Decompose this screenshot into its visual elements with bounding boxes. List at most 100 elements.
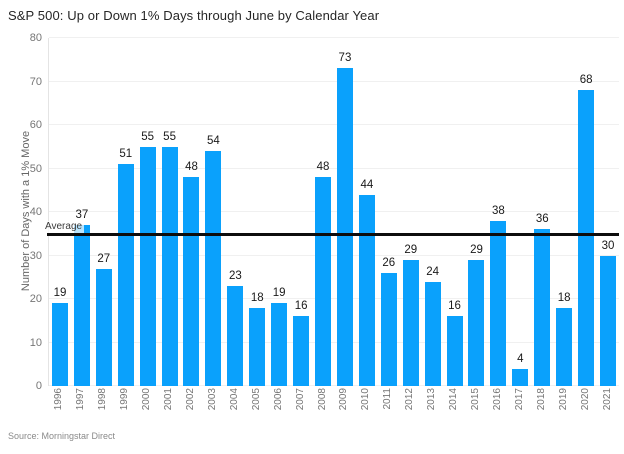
bar-2021 bbox=[600, 255, 616, 386]
bar-slot-2002: 48 bbox=[181, 38, 203, 386]
average-line-label: Average bbox=[43, 220, 85, 233]
bar-value-label-1997: 37 bbox=[75, 209, 89, 222]
y-tick-label-20: 20 bbox=[29, 293, 42, 305]
chart-title: S&P 500: Up or Down 1% Days through June… bbox=[8, 8, 380, 23]
y-axis-tick-labels: 0 10 20 30 40 50 60 70 80 bbox=[0, 32, 42, 392]
y-tick-label-70: 70 bbox=[29, 75, 42, 88]
x-tick-label-2017: 2017 bbox=[513, 388, 525, 411]
bar-2004 bbox=[227, 285, 244, 386]
bar-2016 bbox=[490, 220, 507, 386]
x-tick-slot-2001: 2001 bbox=[158, 388, 180, 428]
y-tick-label-10: 10 bbox=[29, 336, 42, 349]
x-tick-label-1999: 1999 bbox=[119, 388, 131, 411]
x-tick-slot-2008: 2008 bbox=[311, 388, 333, 428]
x-tick-label-2018: 2018 bbox=[535, 388, 547, 411]
bar-2007 bbox=[293, 316, 310, 386]
bar-slot-2013: 24 bbox=[422, 38, 444, 386]
bar-slot-2000: 55 bbox=[137, 38, 159, 386]
x-tick-label-2008: 2008 bbox=[316, 388, 328, 411]
bar-value-label-2008: 48 bbox=[316, 161, 330, 174]
bar-value-label-2003: 54 bbox=[207, 135, 220, 148]
x-tick-slot-2016: 2016 bbox=[486, 388, 508, 428]
x-tick-label-1998: 1998 bbox=[97, 388, 109, 411]
x-tick-slot-2020: 2020 bbox=[574, 388, 596, 428]
bar-value-label-2004: 23 bbox=[228, 269, 242, 282]
bar-value-label-2002: 48 bbox=[185, 161, 198, 174]
x-tick-slot-2014: 2014 bbox=[443, 388, 465, 428]
x-tick-slot-2009: 2009 bbox=[333, 388, 355, 428]
bar-2008 bbox=[315, 177, 332, 386]
source-note: Source: Morningstar Direct bbox=[8, 431, 116, 441]
x-tick-slot-2002: 2002 bbox=[180, 388, 202, 428]
x-tick-label-2005: 2005 bbox=[250, 388, 262, 411]
x-tick-label-2019: 2019 bbox=[557, 388, 569, 411]
x-tick-label-2012: 2012 bbox=[404, 388, 416, 411]
bar-2013 bbox=[424, 281, 441, 386]
bar-value-label-2009: 73 bbox=[338, 52, 352, 65]
bar-value-label-1996: 19 bbox=[53, 287, 67, 300]
bar-2010 bbox=[358, 194, 375, 386]
plot-area: 19 37 27 51 55 55 48 54 23 18 19 16 48 73 44 26 29 24 16 29… bbox=[43, 37, 619, 386]
bars-container: 19 37 27 51 55 55 48 54 23 18 19 16 48 73 44 26 29 24 16 29… bbox=[49, 38, 619, 386]
bar-value-label-2020: 68 bbox=[579, 74, 593, 87]
y-tick-label-60: 60 bbox=[29, 119, 42, 131]
bar-value-label-2017: 4 bbox=[517, 352, 524, 365]
average-line bbox=[47, 233, 619, 237]
x-tick-label-2004: 2004 bbox=[228, 388, 240, 411]
bar-2018 bbox=[534, 229, 551, 386]
bar-value-label-2001: 55 bbox=[163, 130, 176, 143]
bar-2000 bbox=[139, 146, 156, 386]
x-tick-slot-2019: 2019 bbox=[552, 388, 574, 428]
bar-slot-2003: 54 bbox=[202, 38, 224, 386]
x-tick-label-2009: 2009 bbox=[338, 388, 350, 411]
bar-slot-2012: 29 bbox=[400, 38, 422, 386]
x-tick-label-2006: 2006 bbox=[272, 388, 284, 411]
bar-1997 bbox=[73, 225, 90, 386]
bar-2006 bbox=[271, 303, 288, 386]
x-tick-label-1996: 1996 bbox=[53, 388, 65, 411]
x-tick-label-2000: 2000 bbox=[141, 388, 153, 411]
x-tick-slot-2000: 2000 bbox=[136, 388, 158, 428]
bar-slot-2011: 26 bbox=[378, 38, 400, 386]
x-tick-slot-1996: 1996 bbox=[48, 388, 70, 428]
gridline-70 bbox=[49, 80, 619, 82]
bar-value-label-2012: 29 bbox=[404, 243, 418, 256]
gridline-40 bbox=[49, 211, 619, 212]
x-tick-label-2003: 2003 bbox=[206, 388, 218, 411]
x-tick-slot-2003: 2003 bbox=[201, 388, 223, 428]
x-tick-label-2014: 2014 bbox=[448, 388, 460, 411]
bar-2003 bbox=[205, 151, 222, 386]
x-tick-slot-2017: 2017 bbox=[508, 388, 530, 428]
bar-slot-2016: 38 bbox=[487, 38, 509, 386]
bar-2005 bbox=[249, 307, 266, 386]
gridline-20 bbox=[49, 298, 619, 299]
bar-slot-2008: 48 bbox=[312, 38, 334, 386]
bar-value-label-2019: 18 bbox=[557, 291, 571, 304]
y-tick-label-80: 80 bbox=[29, 32, 42, 44]
bar-slot-2017: 4 bbox=[509, 38, 531, 386]
bar-2017 bbox=[512, 368, 529, 386]
bar-slot-2015: 29 bbox=[466, 38, 488, 386]
x-tick-label-2015: 2015 bbox=[469, 388, 481, 411]
bar-slot-2021: 30 bbox=[597, 38, 619, 386]
bar-slot-2014: 16 bbox=[444, 38, 466, 386]
gridline-10 bbox=[49, 341, 619, 343]
bar-slot-2020: 68 bbox=[575, 38, 597, 386]
x-tick-slot-2005: 2005 bbox=[245, 388, 267, 428]
bar-slot-1997: 37 bbox=[71, 38, 93, 386]
bar-2011 bbox=[380, 272, 397, 386]
bar-slot-2019: 18 bbox=[553, 38, 575, 386]
bar-2020 bbox=[578, 90, 595, 386]
x-tick-slot-2004: 2004 bbox=[223, 388, 245, 428]
bar-slot-2005: 18 bbox=[246, 38, 268, 386]
bar-slot-1999: 51 bbox=[115, 38, 137, 386]
bar-1998 bbox=[95, 268, 112, 386]
y-tick-label-0: 0 bbox=[35, 380, 42, 392]
bar-value-label-2014: 16 bbox=[448, 300, 461, 313]
x-tick-label-2021: 2021 bbox=[601, 388, 613, 411]
bar-value-label-2005: 18 bbox=[250, 291, 264, 304]
x-tick-label-2013: 2013 bbox=[426, 388, 438, 411]
x-tick-slot-2021: 2021 bbox=[596, 388, 618, 428]
bar-slot-2010: 44 bbox=[356, 38, 378, 386]
bar-value-label-2018: 36 bbox=[535, 213, 549, 226]
